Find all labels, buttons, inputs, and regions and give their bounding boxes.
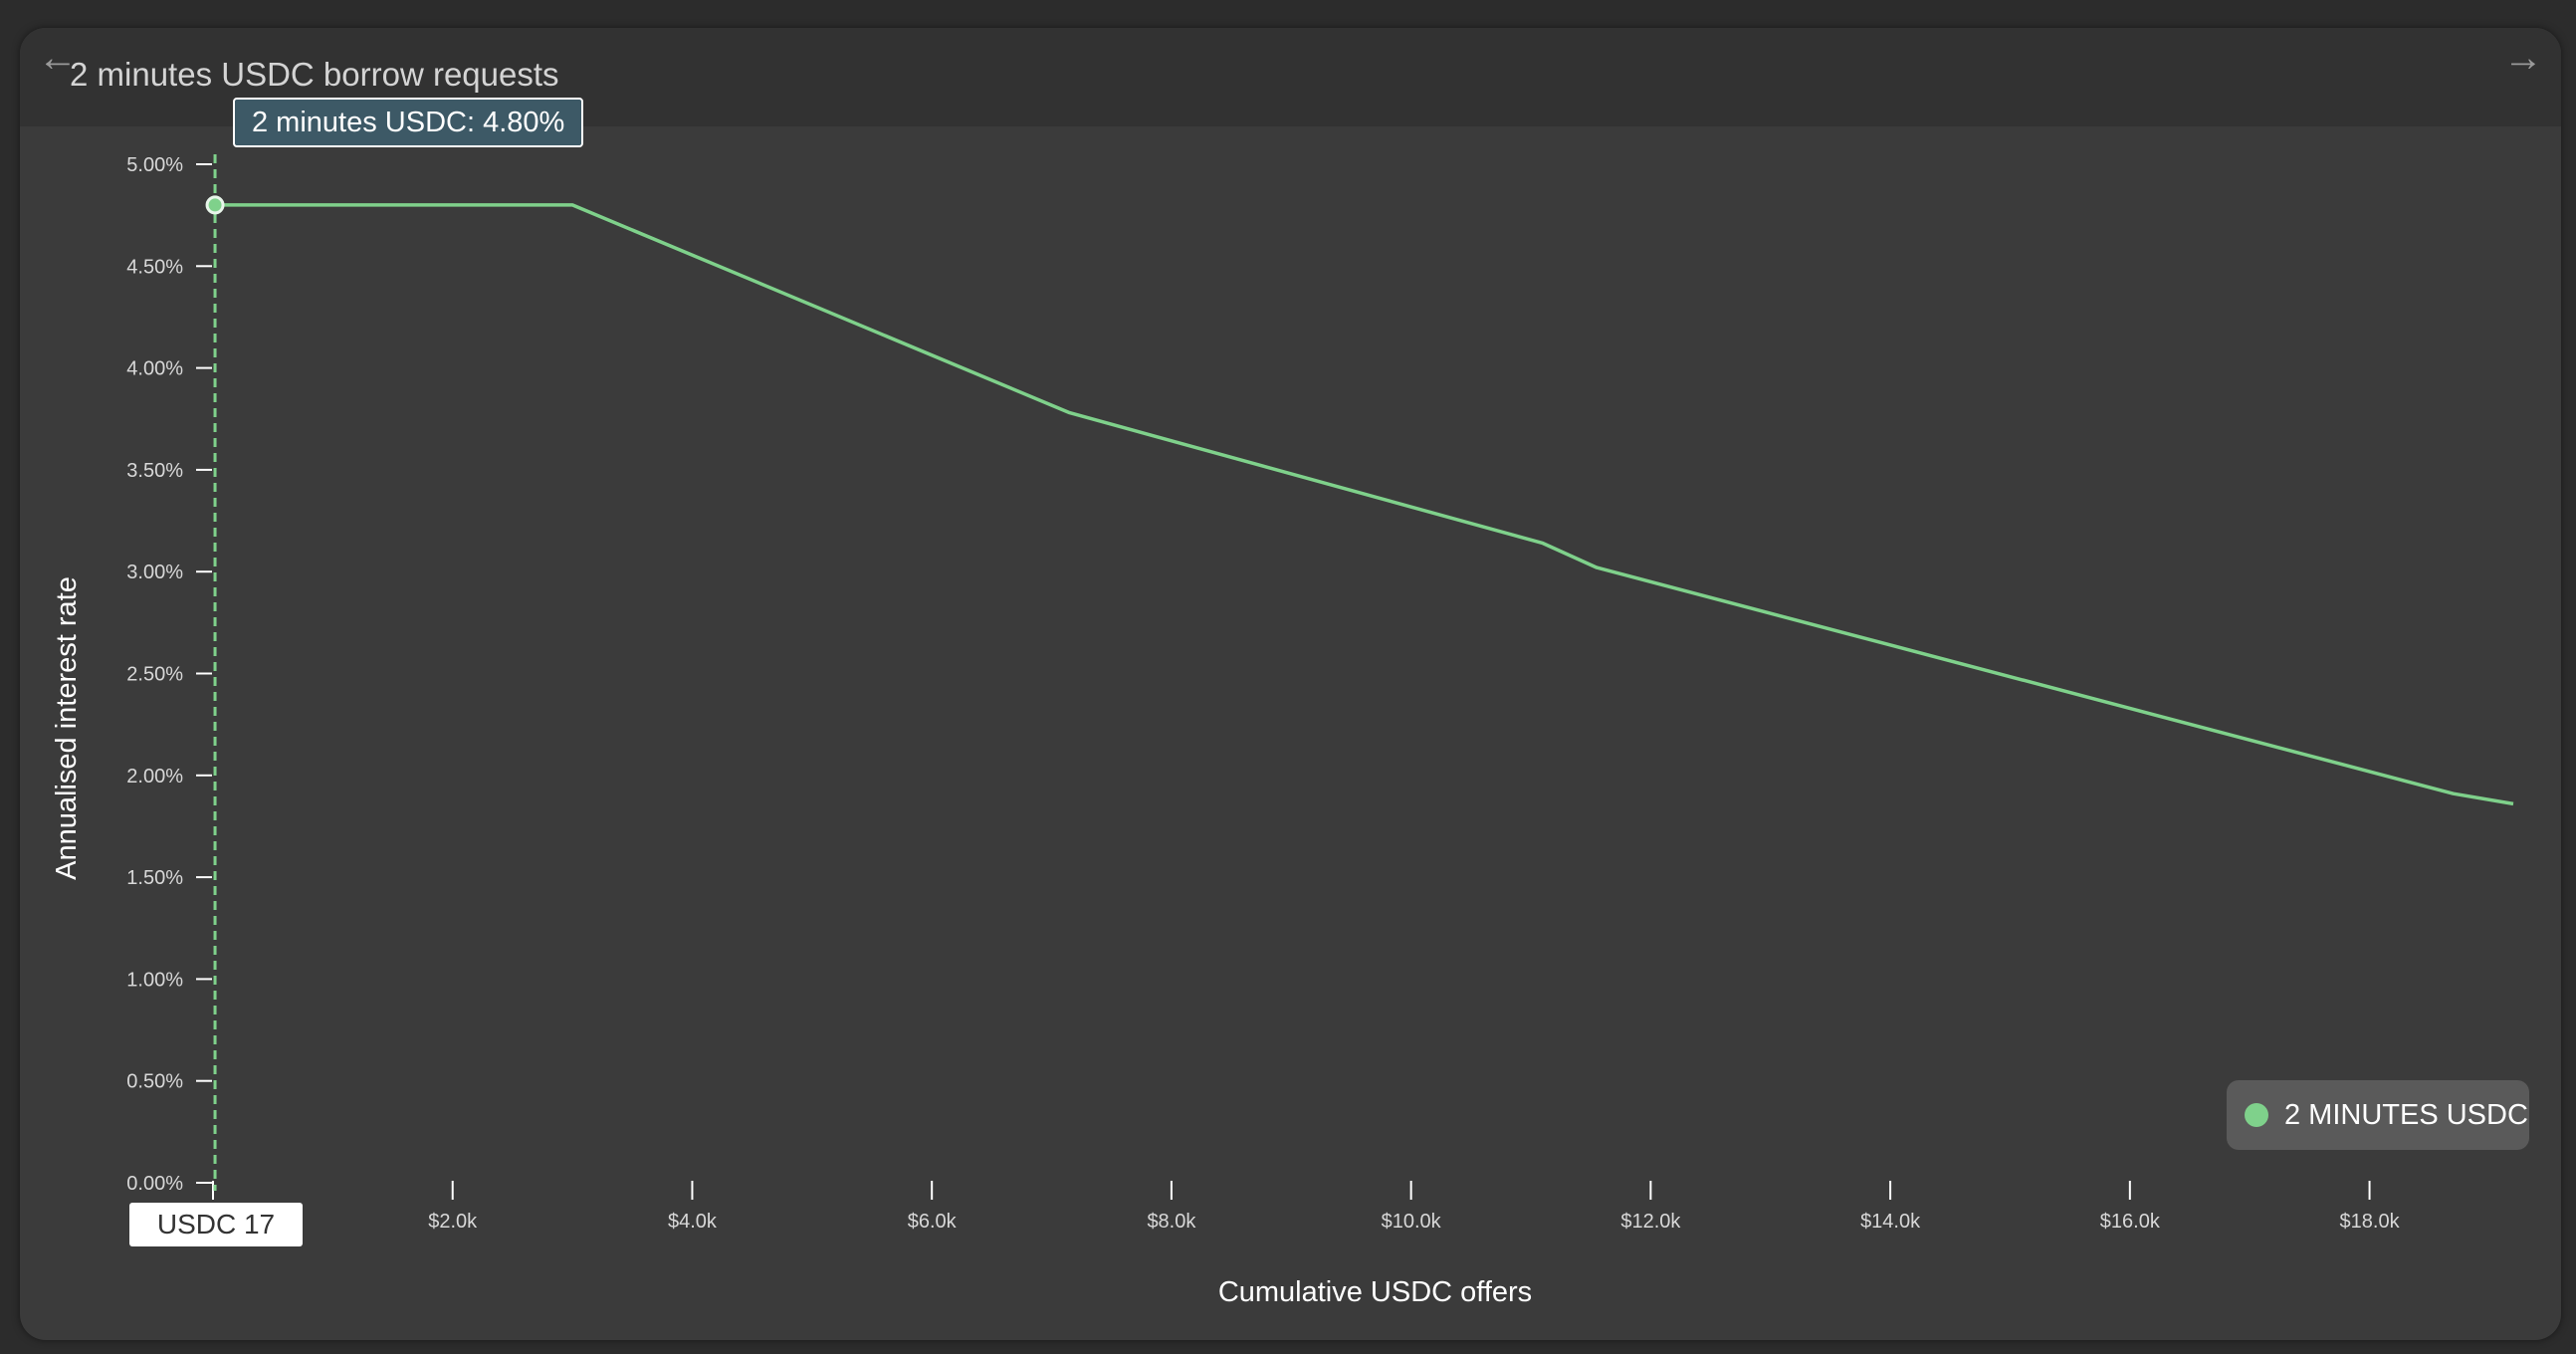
- x-tick-label: $8.0k: [1147, 1211, 1196, 1233]
- y-tick-label: 5.00%: [126, 154, 183, 176]
- y-tick-label: 2.50%: [126, 664, 183, 686]
- y-tick-label: 3.50%: [126, 460, 183, 482]
- x-tick-label: $6.0k: [908, 1211, 958, 1233]
- y-tick-label: 0.00%: [126, 1173, 183, 1195]
- chart-card: ← → 2 minutes USDC borrow requests 0.00%…: [20, 28, 2561, 1340]
- x-tick-label: $18.0k: [2340, 1211, 2401, 1233]
- hover-tooltip: 2 minutes USDC: 4.80%: [233, 98, 584, 147]
- y-tick-label: 4.00%: [126, 358, 183, 380]
- legend-marker: [2245, 1103, 2268, 1127]
- x-tick-label: $10.0k: [1382, 1211, 1442, 1233]
- x-tick-label: $16.0k: [2100, 1211, 2161, 1233]
- x-tick-label: $4.0k: [668, 1211, 718, 1233]
- y-axis-label: Annualised interest rate: [51, 576, 83, 880]
- x-axis-label: Cumulative USDC offers: [1218, 1276, 1532, 1308]
- x-tick-label: $14.0k: [1860, 1211, 1921, 1233]
- y-tick-label: 3.00%: [126, 562, 183, 583]
- arrow-left-icon[interactable]: ←: [38, 36, 78, 80]
- y-tick-label: 0.50%: [126, 1071, 183, 1093]
- chart-plot[interactable]: 0.00% 0.50% 1.00% 1.50% 2.00% 2.50% 3.00% 3.50%…: [20, 28, 2561, 1340]
- chart-title: 2 minutes USDC borrow requests: [70, 56, 559, 93]
- x-cursor-label: USDC 17: [129, 1203, 303, 1246]
- y-tick-label: 1.00%: [126, 969, 183, 991]
- arrow-right-icon[interactable]: →: [2503, 36, 2543, 80]
- legend-label: 2 MINUTES USDC: [2284, 1098, 2528, 1131]
- x-tick-label: $2.0k: [428, 1211, 478, 1233]
- x-tick-label: $12.0k: [1620, 1211, 1681, 1233]
- y-tick-label: 2.00%: [126, 766, 183, 788]
- hover-point: [205, 195, 225, 215]
- y-tick-label: 4.50%: [126, 256, 183, 278]
- legend-item[interactable]: 2 MINUTES USDC: [2227, 1080, 2529, 1150]
- series-line: [215, 203, 2514, 806]
- y-tick-label: 1.50%: [126, 867, 183, 889]
